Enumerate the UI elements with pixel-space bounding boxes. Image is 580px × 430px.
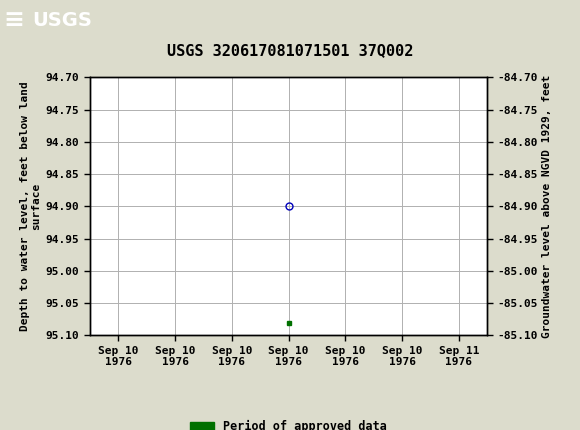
Y-axis label: Groundwater level above NGVD 1929, feet: Groundwater level above NGVD 1929, feet bbox=[542, 75, 552, 338]
Text: USGS 320617081071501 37Q002: USGS 320617081071501 37Q002 bbox=[167, 43, 413, 58]
Legend: Period of approved data: Period of approved data bbox=[186, 415, 392, 430]
Y-axis label: Depth to water level, feet below land
surface: Depth to water level, feet below land su… bbox=[20, 82, 42, 331]
Text: ≡: ≡ bbox=[3, 9, 24, 32]
Text: USGS: USGS bbox=[32, 11, 92, 30]
